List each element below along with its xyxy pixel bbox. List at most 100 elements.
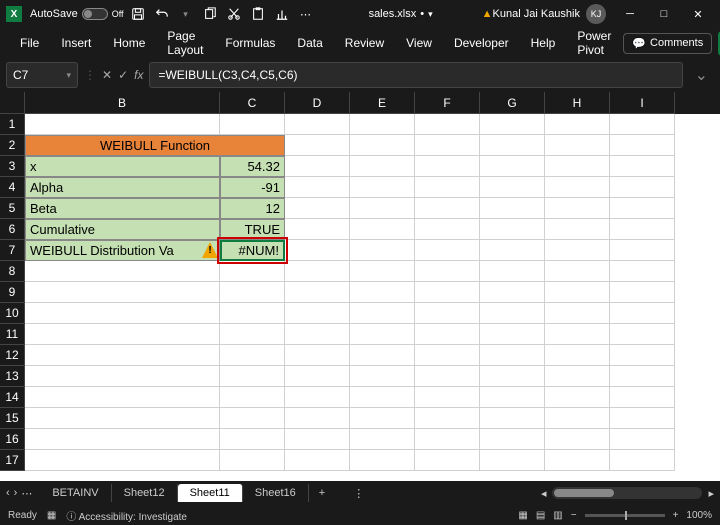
empty-cell[interactable] [610,114,675,135]
empty-cell[interactable] [545,261,610,282]
empty-cell[interactable] [220,324,285,345]
col-header-i[interactable]: I [610,92,675,114]
view-page-icon[interactable]: ▤ [536,510,545,521]
fx-icon[interactable]: fx [134,68,143,82]
user-badge[interactable]: Kunal Jai Kaushik KJ [493,4,606,24]
zoom-out-icon[interactable]: − [571,510,577,521]
empty-cell[interactable] [415,282,480,303]
empty-cell[interactable] [350,303,415,324]
empty-cell[interactable] [220,387,285,408]
name-box[interactable]: C7 ▾ [6,62,78,88]
cancel-icon[interactable]: ✕ [102,68,112,82]
empty-cell[interactable] [545,303,610,324]
row-header[interactable]: 5 [0,198,25,219]
cells-grid[interactable]: WEIBULL Function x 54.32 Alpha -91 Beta … [25,114,720,471]
prev-sheet-icon[interactable]: ‹ [6,487,10,500]
empty-cell[interactable] [610,408,675,429]
redo-dropdown-icon[interactable]: ▾ [178,6,194,22]
tab-review[interactable]: Review [335,32,394,54]
scroll-right-icon[interactable]: ▸ [708,487,714,500]
empty-cell[interactable] [285,429,350,450]
empty-cell[interactable] [25,429,220,450]
empty-cell[interactable] [350,450,415,471]
empty-cell[interactable] [610,345,675,366]
chart-icon[interactable] [274,6,290,22]
select-all-corner[interactable] [0,92,25,114]
col-header-d[interactable]: D [285,92,350,114]
empty-cell[interactable] [545,387,610,408]
comments-button[interactable]: 💬 Comments [623,33,712,54]
minimize-button[interactable]: ─ [614,2,646,26]
empty-cell[interactable] [545,156,610,177]
row-header[interactable]: 9 [0,282,25,303]
empty-cell[interactable] [480,345,545,366]
col-header-e[interactable]: E [350,92,415,114]
empty-cell[interactable] [545,324,610,345]
empty-cell[interactable] [415,261,480,282]
empty-cell[interactable] [220,408,285,429]
empty-cell[interactable] [285,156,350,177]
empty-cell[interactable] [350,156,415,177]
empty-cell[interactable] [220,114,285,135]
empty-cell[interactable] [25,366,220,387]
empty-cell[interactable] [350,366,415,387]
empty-cell[interactable] [220,366,285,387]
empty-cell[interactable] [350,135,415,156]
empty-cell[interactable] [285,261,350,282]
empty-cell[interactable] [415,114,480,135]
empty-cell[interactable] [285,219,350,240]
sheet-tab-sheet11[interactable]: Sheet11 [178,484,243,502]
col-header-b[interactable]: B [25,92,220,114]
empty-cell[interactable] [415,219,480,240]
empty-cell[interactable] [350,240,415,261]
empty-cell[interactable] [220,282,285,303]
sheet-tab-sheet16[interactable]: Sheet16 [243,484,309,502]
row-header[interactable]: 13 [0,366,25,387]
add-sheet-button[interactable]: + [309,487,335,499]
empty-cell[interactable] [610,282,675,303]
empty-cell[interactable] [545,366,610,387]
cell-b7[interactable]: WEIBULL Distribution Va [25,240,220,261]
row-header[interactable]: 3 [0,156,25,177]
empty-cell[interactable] [285,450,350,471]
empty-cell[interactable] [480,114,545,135]
empty-cell[interactable] [285,324,350,345]
sheet-tab-sheet12[interactable]: Sheet12 [112,484,178,502]
undo-icon[interactable] [154,6,170,22]
empty-cell[interactable] [350,324,415,345]
enter-icon[interactable]: ✓ [118,68,128,82]
empty-cell[interactable] [610,366,675,387]
empty-cell[interactable] [285,345,350,366]
tab-developer[interactable]: Developer [444,32,519,54]
empty-cell[interactable] [415,177,480,198]
cell-b6[interactable]: Cumulative [25,219,220,240]
row-header[interactable]: 15 [0,408,25,429]
empty-cell[interactable] [480,282,545,303]
empty-cell[interactable] [25,345,220,366]
col-header-g[interactable]: G [480,92,545,114]
view-normal-icon[interactable]: ▦ [518,510,527,521]
tab-power-pivot[interactable]: Power Pivot [567,25,621,61]
empty-cell[interactable] [285,135,350,156]
chevron-down-icon[interactable]: ▾ [428,9,433,20]
empty-cell[interactable] [350,114,415,135]
empty-cell[interactable] [415,303,480,324]
save-icon[interactable] [130,6,146,22]
cell-c6[interactable]: TRUE [220,219,285,240]
empty-cell[interactable] [285,282,350,303]
empty-cell[interactable] [285,240,350,261]
empty-cell[interactable] [610,450,675,471]
row-header[interactable]: 1 [0,114,25,135]
empty-cell[interactable] [25,114,220,135]
empty-cell[interactable] [415,387,480,408]
empty-cell[interactable] [415,324,480,345]
empty-cell[interactable] [480,408,545,429]
autosave-toggle[interactable]: AutoSave Off [30,8,124,20]
cell-b5[interactable]: Beta [25,198,220,219]
empty-cell[interactable] [220,261,285,282]
sheet-tab-betainv[interactable]: BETAINV [40,484,111,502]
expand-formula-icon[interactable]: ⌄ [689,65,714,85]
empty-cell[interactable] [25,261,220,282]
empty-cell[interactable] [545,429,610,450]
toggle-switch[interactable] [82,8,108,20]
